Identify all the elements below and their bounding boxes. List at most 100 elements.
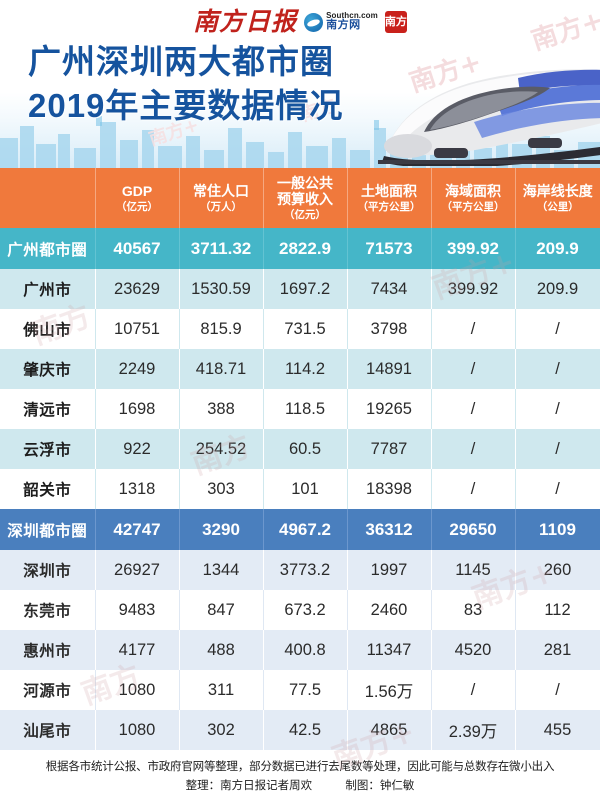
logo-row: 南方日报 Southcn.com 南方网 南方+: [0, 6, 600, 50]
row-region-name: 清远市: [0, 389, 96, 429]
title-line-2: 2019年主要数据情况: [28, 86, 344, 124]
cell-population: 302: [179, 710, 264, 750]
table-row: 河源市 1080 311 77.5 1.56万 / /: [0, 670, 600, 710]
cell-gdp: 9483: [95, 590, 180, 630]
footer-source-note: 根据各市统计公报、市政府官网等整理，部分数据已进行去尾数等处理，因此可能与总数存…: [45, 759, 555, 773]
cell-sea-area: /: [431, 670, 516, 710]
cell-land-area: 7787: [347, 429, 432, 469]
high-speed-train-icon: [378, 69, 600, 166]
header-cell-sea-area: 海域面积 （平方公里）: [431, 168, 516, 228]
header-label-sea-area: 海域面积: [445, 183, 501, 200]
cell-coastline: /: [515, 309, 600, 349]
cell-budget-revenue: 77.5: [263, 670, 348, 710]
cell-population: 418.71: [179, 349, 264, 389]
row-region-name: 惠州市: [0, 630, 96, 670]
cell-gdp: 1698: [95, 389, 180, 429]
cell-population: 3290: [179, 509, 264, 550]
cell-gdp: 922: [95, 429, 180, 469]
cell-population: 1344: [179, 550, 264, 590]
table-row: 深圳市 26927 1344 3773.2 1997 1145 260: [0, 550, 600, 590]
cell-sea-area: /: [431, 469, 516, 509]
title-line-1: 广州深圳两大都市圈: [28, 43, 334, 80]
cell-land-area: 18398: [347, 469, 432, 509]
cell-coastline: 209.9: [515, 228, 600, 269]
cell-sea-area: 29650: [431, 509, 516, 550]
cell-gdp: 1080: [95, 710, 180, 750]
cell-budget-revenue: 2822.9: [263, 228, 348, 269]
table-row: 惠州市 4177 488 400.8 11347 4520 281: [0, 630, 600, 670]
header-label-land-area: 土地面积: [361, 183, 417, 200]
header-label-budget-line1: 一般公共: [277, 174, 333, 191]
cell-population: 311: [179, 670, 264, 710]
cell-coastline: 281: [515, 630, 600, 670]
row-region-name: 广州市: [0, 269, 96, 309]
cell-budget-revenue: 101: [263, 469, 348, 509]
cell-sea-area: /: [431, 429, 516, 469]
row-region-name: 肇庆市: [0, 349, 96, 389]
table-row: 云浮市 922 254.52 60.5 7787//: [0, 429, 600, 469]
cell-sea-area: /: [431, 389, 516, 429]
table-row: 广州都市圈 40567 3711.32 2822.9 71573 399.92 209.9: [0, 228, 600, 269]
southcn-logo: Southcn.com 南方网: [304, 12, 378, 32]
table-row: 东莞市 9483 847 673.2 2460 83 112: [0, 590, 600, 630]
cell-gdp: 2249: [95, 349, 180, 389]
header-unit-sea-area: （平方公里）: [441, 200, 505, 213]
table-row: 广州市 23629 1530.59 1697.2 7434 399.92 209.9: [0, 269, 600, 309]
cell-coastline: /: [515, 429, 600, 469]
header-label-budget-line2: 预算收入: [277, 191, 333, 208]
header-label-gdp: GDP: [121, 183, 153, 200]
cell-sea-area: 2.39万: [431, 710, 516, 750]
cell-population: 303: [179, 469, 264, 509]
row-region-name: 云浮市: [0, 429, 96, 469]
cell-gdp: 40567: [95, 228, 180, 269]
header-unit-land-area: （平方公里）: [357, 200, 421, 213]
footer-notes: 根据各市统计公报、市政府官网等整理，部分数据已进行去尾数等处理，因此可能与总数存…: [0, 750, 600, 799]
cell-land-area: 7434: [347, 269, 432, 309]
cell-land-area: 1.56万: [347, 670, 432, 710]
header-unit-coastline: （公里）: [536, 200, 579, 213]
cell-land-area: 19265: [347, 389, 432, 429]
cell-population: 3711.32: [179, 228, 264, 269]
footer-editor: 整理：南方日报记者周欢: [185, 777, 313, 792]
cell-population: 1530.59: [179, 269, 264, 309]
cell-budget-revenue: 118.5: [263, 389, 348, 429]
cell-budget-revenue: 60.5: [263, 429, 348, 469]
table-header: GDP （亿元） 常住人口 （万人） 一般公共 预算收入 （亿元） 土地面积 （…: [0, 168, 600, 228]
row-region-name: 广州都市圈: [0, 228, 96, 269]
cell-budget-revenue: 114.2: [263, 349, 348, 389]
table-row: 韶关市 1318 303 101 18398//: [0, 469, 600, 509]
cell-coastline: 112: [515, 590, 600, 630]
header-unit-population: （万人）: [200, 200, 242, 213]
cell-sea-area: 399.92: [431, 228, 516, 269]
header-cell-region: [0, 168, 96, 228]
cell-population: 815.9: [179, 309, 264, 349]
footer-designer: 制图：钟仁敏: [345, 777, 415, 792]
nanfang-plus-app-icon: 南方+: [384, 11, 407, 50]
page-title: 广州深圳两大都市圈 2019年主要数据情况: [28, 40, 343, 128]
cell-sea-area: /: [431, 349, 516, 389]
cell-land-area: 1997: [347, 550, 432, 590]
header-cell-gdp: GDP （亿元）: [95, 168, 180, 228]
cell-sea-area: /: [431, 309, 516, 349]
cell-gdp: 1080: [95, 670, 180, 710]
cell-sea-area: 83: [431, 590, 516, 630]
row-region-name: 韶关市: [0, 469, 96, 509]
row-region-name: 佛山市: [0, 309, 96, 349]
cell-coastline: /: [515, 469, 600, 509]
header-cell-land-area: 土地面积 （平方公里）: [347, 168, 432, 228]
header-label-population: 常住人口: [193, 183, 249, 200]
cell-land-area: 3798: [347, 309, 432, 349]
cell-population: 388: [179, 389, 264, 429]
cell-coastline: /: [515, 670, 600, 710]
cell-budget-revenue: 4967.2: [263, 509, 348, 550]
cell-gdp: 1318: [95, 469, 180, 509]
cell-sea-area: 399.92: [431, 269, 516, 309]
cell-gdp: 23629: [95, 269, 180, 309]
table-row: 肇庆市 2249 418.71 114.2 14891//: [0, 349, 600, 389]
cell-coastline: 260: [515, 550, 600, 590]
cell-population: 254.52: [179, 429, 264, 469]
header-label-coastline: 海岸线长度: [522, 183, 593, 200]
table-row: 清远市 1698 388 118.5 19265//: [0, 389, 600, 429]
row-region-name: 河源市: [0, 670, 96, 710]
cell-population: 488: [179, 630, 264, 670]
